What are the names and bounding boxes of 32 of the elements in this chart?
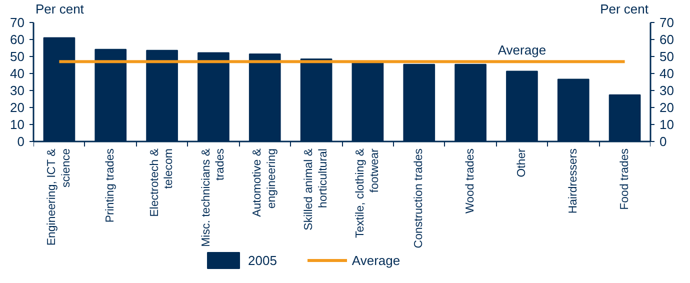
y-axis-title: Per cent <box>36 2 84 16</box>
y-tick-label: 40 <box>10 66 25 81</box>
y-tick-label: 20 <box>10 100 25 115</box>
y-tick-label: 70 <box>10 15 25 30</box>
x-tick-label: Electrotech & telecom <box>148 148 176 217</box>
y2-tick-label: 10 <box>660 117 674 132</box>
x-tick-label: Hairdressers <box>567 148 580 214</box>
x-tick-label: Construction trades <box>413 148 426 248</box>
y-tick-label: 60 <box>10 32 25 47</box>
y-tick-label: 50 <box>10 49 25 64</box>
x-tick-label: Food trades <box>618 148 631 210</box>
y2-tick-label: 20 <box>660 100 674 115</box>
y2-tick-label: 60 <box>660 32 674 47</box>
y2-axis-title: Per cent <box>600 2 649 16</box>
x-tick-label: Textile, clothing & footwear <box>354 148 381 238</box>
y2-tick-label: 30 <box>660 83 674 98</box>
x-tick-label: Engineering, ICT & science <box>46 148 72 246</box>
x-tick-label: Wood trades <box>464 148 477 214</box>
y2-tick-label: 0 <box>660 134 667 149</box>
annotation: Average <box>498 42 546 58</box>
x-tick-label: Printing trades <box>104 148 117 223</box>
legend-label: 2005 <box>248 252 277 268</box>
x-tick-label: Skilled animal & horticultural <box>303 148 330 230</box>
y2-tick-label: 40 <box>660 66 674 81</box>
y-tick-label: 30 <box>10 83 25 98</box>
y-tick-label: 0 <box>17 134 25 149</box>
y-tick-label: 10 <box>10 117 25 132</box>
legend-label: Average <box>352 252 400 268</box>
y2-tick-label: 70 <box>660 15 674 30</box>
x-tick-label: Other <box>516 148 528 178</box>
y2-tick-label: 50 <box>660 49 674 64</box>
x-tick-label: Misc. technicians & trades <box>200 148 227 247</box>
